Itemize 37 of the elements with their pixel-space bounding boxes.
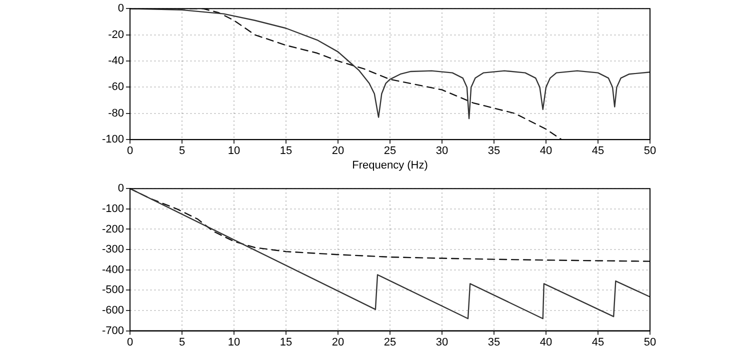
x-tick-label: 25 xyxy=(384,145,396,158)
x-tick-label: 5 xyxy=(178,336,186,348)
x-tick-label: 45 xyxy=(592,145,604,158)
y-tick-label: -80 xyxy=(108,107,124,120)
y-tick-label: -200 xyxy=(102,223,124,236)
y-tick-label: -100 xyxy=(102,202,124,215)
x-tick-label: 35 xyxy=(488,336,500,348)
x-tick-label: 40 xyxy=(540,145,552,158)
x-tick-label: 0 xyxy=(126,336,134,348)
y-tick-label: 0 xyxy=(118,182,124,195)
x-tick-label: 50 xyxy=(644,336,656,348)
x-tick-label: 30 xyxy=(436,145,448,158)
x-tick-label: 50 xyxy=(644,145,656,158)
x-tick-label: 0 xyxy=(126,145,134,158)
y-tick-label: -700 xyxy=(102,324,124,337)
y-tick-label: -20 xyxy=(108,28,124,41)
x-tick-label: 15 xyxy=(280,336,292,348)
x-tick-label: 20 xyxy=(332,336,344,348)
x-tick-label: 20 xyxy=(332,145,344,158)
x-tick-label: 15 xyxy=(280,145,292,158)
y-tick-label: -600 xyxy=(102,304,124,317)
x-tick-label: 5 xyxy=(178,145,186,158)
x-tick-label: 45 xyxy=(592,336,604,348)
y-tick-label: -400 xyxy=(102,264,124,276)
y-tick-label: -60 xyxy=(108,81,124,94)
x-tick-label: 30 xyxy=(436,336,448,348)
x-tick-label: 10 xyxy=(228,336,240,348)
x-tick-label: 25 xyxy=(384,336,396,348)
x-tick-label: 40 xyxy=(540,336,552,348)
x-tick-label: 35 xyxy=(488,145,500,158)
y-tick-label: -100 xyxy=(102,134,124,146)
x-tick-label: 10 xyxy=(228,145,240,158)
y-tick-label: -300 xyxy=(102,244,124,256)
y-tick-label: 0 xyxy=(118,2,124,15)
x-axis-title: Frequency (Hz) xyxy=(352,159,428,172)
y-tick-label: -40 xyxy=(108,55,124,68)
y-tick-label: -500 xyxy=(102,284,124,296)
